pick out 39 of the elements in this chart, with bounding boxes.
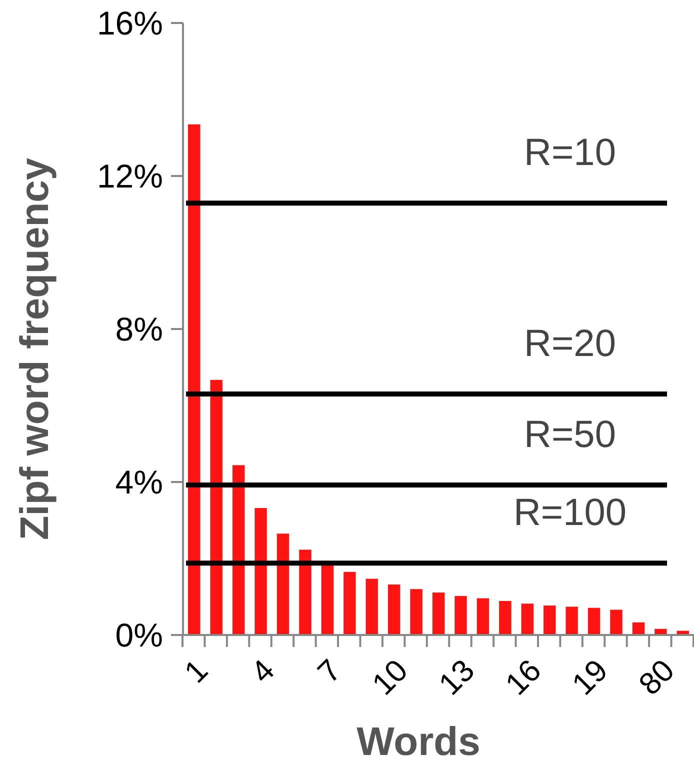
y-tick-label: 0%	[115, 616, 163, 654]
y-axis-title: Zipf word frequency	[13, 157, 57, 540]
bar	[321, 565, 334, 635]
bar	[410, 589, 422, 635]
bar	[499, 600, 512, 635]
bar	[232, 465, 245, 635]
bar	[366, 578, 378, 635]
annotation: R=20	[524, 323, 616, 366]
bar	[254, 508, 267, 635]
bar	[543, 606, 556, 635]
bar	[610, 610, 622, 635]
y-tick-label: 12%	[96, 158, 163, 194]
bar	[188, 124, 200, 635]
x-tick-label: 10	[365, 652, 414, 702]
x-axis-title: Words	[356, 720, 480, 764]
bar	[476, 598, 490, 635]
x-tick-label: 16	[498, 652, 548, 702]
bar	[388, 584, 400, 635]
y-tick-label: 8%	[115, 310, 163, 348]
annotation: R=50	[524, 414, 616, 456]
y-tick-label: 4%	[115, 464, 163, 500]
bar	[454, 596, 467, 635]
annotation: R=10	[524, 132, 616, 174]
bar	[344, 572, 356, 635]
x-tick-label: 19	[565, 652, 614, 702]
bar	[276, 534, 290, 635]
bar	[299, 550, 312, 635]
bar	[210, 380, 222, 635]
bar	[588, 608, 600, 635]
x-tick-label: 4	[244, 652, 282, 690]
x-tick-label: 80	[632, 652, 682, 702]
bar	[566, 606, 578, 635]
y-tick-label: 16%	[96, 4, 163, 42]
x-tick-label: 7	[310, 652, 348, 690]
annotation: R=100	[513, 492, 627, 534]
x-tick-label: 13	[432, 652, 482, 702]
bar	[521, 604, 534, 635]
bar	[432, 592, 445, 635]
x-tick-label: 1	[178, 652, 214, 690]
